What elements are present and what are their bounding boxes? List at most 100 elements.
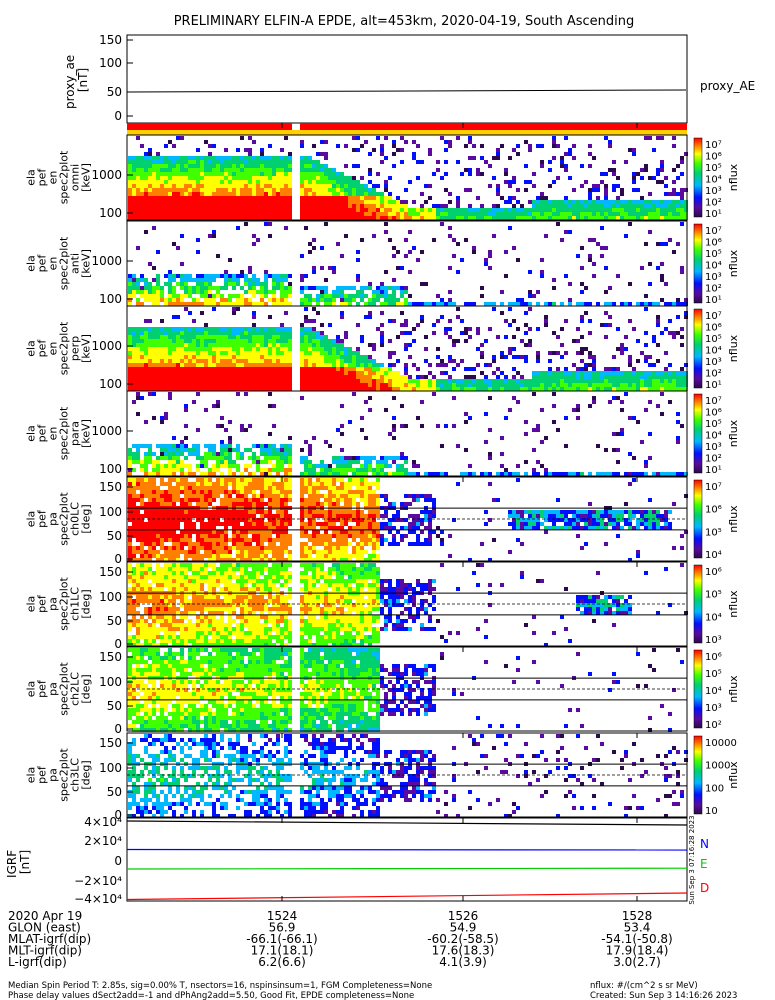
spectrogram-cell [368,315,372,319]
spectrogram-cell [220,444,224,448]
spectrogram-cell [420,379,424,383]
spectrogram-cell [392,208,396,212]
spectrogram-cell [428,302,432,306]
spectrogram-cell [676,208,680,212]
spectrogram-cell [132,359,136,363]
pa-cell [184,526,188,530]
spectrogram-cell [144,367,148,371]
spectrogram-cell [264,363,268,367]
spectrogram-cell [216,254,220,258]
spectrogram-cell [480,351,484,355]
spectrogram-cell [356,375,360,379]
spectrogram-cell [580,315,584,319]
spectrogram-cell [236,192,240,196]
spectrogram-cell [560,164,564,168]
energy-ylabel-line: [keV] [80,249,93,278]
spectrogram-cell [232,274,236,278]
spectrogram-cell [300,172,304,176]
spectrogram-cell [544,472,548,476]
spectrogram-cell [680,156,684,160]
spectrogram-cell [644,355,648,359]
pa-cell [172,558,176,562]
pa-cell [252,550,256,554]
spectrogram-cell [336,367,340,371]
pa-cell [172,494,176,498]
spectrogram-cell [244,383,248,387]
spectrogram-cell [440,212,444,216]
spectrogram-cell [368,343,372,347]
spectrogram-cell [336,180,340,184]
pa-cell [208,558,212,562]
energy-colorbar-tick: 10⁵ [705,419,722,430]
spectrogram-cell [652,375,656,379]
spectrogram-cell [384,383,388,387]
spectrogram-cell [664,375,668,379]
spectrogram-cell [232,343,236,347]
spectrogram-cell [580,212,584,216]
spectrogram-cell [332,383,336,387]
energy-colorbar-tick: 10⁶ [705,408,722,419]
spectrogram-cell [232,204,236,208]
spectrogram-cell [416,216,420,220]
spectrogram-cell [592,188,596,192]
energy-ylabel-line: [keV] [80,334,93,363]
spectrogram-cell [556,335,560,339]
pa-cell [196,518,200,522]
spectrogram-cell [548,375,552,379]
pa-cell [204,502,208,506]
spectrogram-cell [680,383,684,387]
spectrogram-cell [284,444,288,448]
spectrogram-cell [276,343,280,347]
spectrogram-cell [232,387,236,391]
spectrogram-cell [396,335,400,339]
spectrogram-cell [172,212,176,216]
spectrogram-cell [412,464,416,468]
spectrogram-cell [576,408,580,412]
spectrogram-cell [540,464,544,468]
spectrogram-cell [684,311,688,315]
spectrogram-cell [468,335,472,339]
spectrogram-cell [220,184,224,188]
spectrogram-cell [320,266,324,270]
spectrogram-cell [616,448,620,452]
spectrogram-cell [544,383,548,387]
spectrogram-cell [668,363,672,367]
spectrogram-cell [152,392,156,396]
spectrogram-cell [368,456,372,460]
spectrogram-cell [200,302,204,306]
pa-cell [200,538,204,542]
spectrogram-cell [608,144,612,148]
spectrogram-cell [140,168,144,172]
spectrogram-cell [680,204,684,208]
spectrogram-cell [388,375,392,379]
spectrogram-cell [540,379,544,383]
spectrogram-cell [588,371,592,375]
spectrogram-cell [636,216,640,220]
spectrogram-cell [340,387,344,391]
spectrogram-cell [500,144,504,148]
spectrogram-cell [344,286,348,290]
spectrogram-cell [284,331,288,335]
spectrogram-cell [456,387,460,391]
spectrogram-cell [460,379,464,383]
spectrogram-cell [256,168,260,172]
spectrogram-cell [404,290,408,294]
spectrogram-cell [480,294,484,298]
spectrogram-cell [336,208,340,212]
spectrogram-cell [176,379,180,383]
spectrogram-cell [316,176,320,180]
spectrogram-cell [432,238,436,242]
spectrogram-cell [336,290,340,294]
spectrogram-cell [340,172,344,176]
spectrogram-cell [340,254,344,258]
spectrogram-cell [256,176,260,180]
spectrogram-cell [312,216,316,220]
spectrogram-cell [308,250,312,254]
spectrogram-cell [416,379,420,383]
spectrogram-cell [304,387,308,391]
spectrogram-cell [588,383,592,387]
spectrogram-cell [312,351,316,355]
spectrogram-cell [312,472,316,476]
energy-colorbar-tick: 10² [705,369,722,380]
spectrogram-cell [160,176,164,180]
